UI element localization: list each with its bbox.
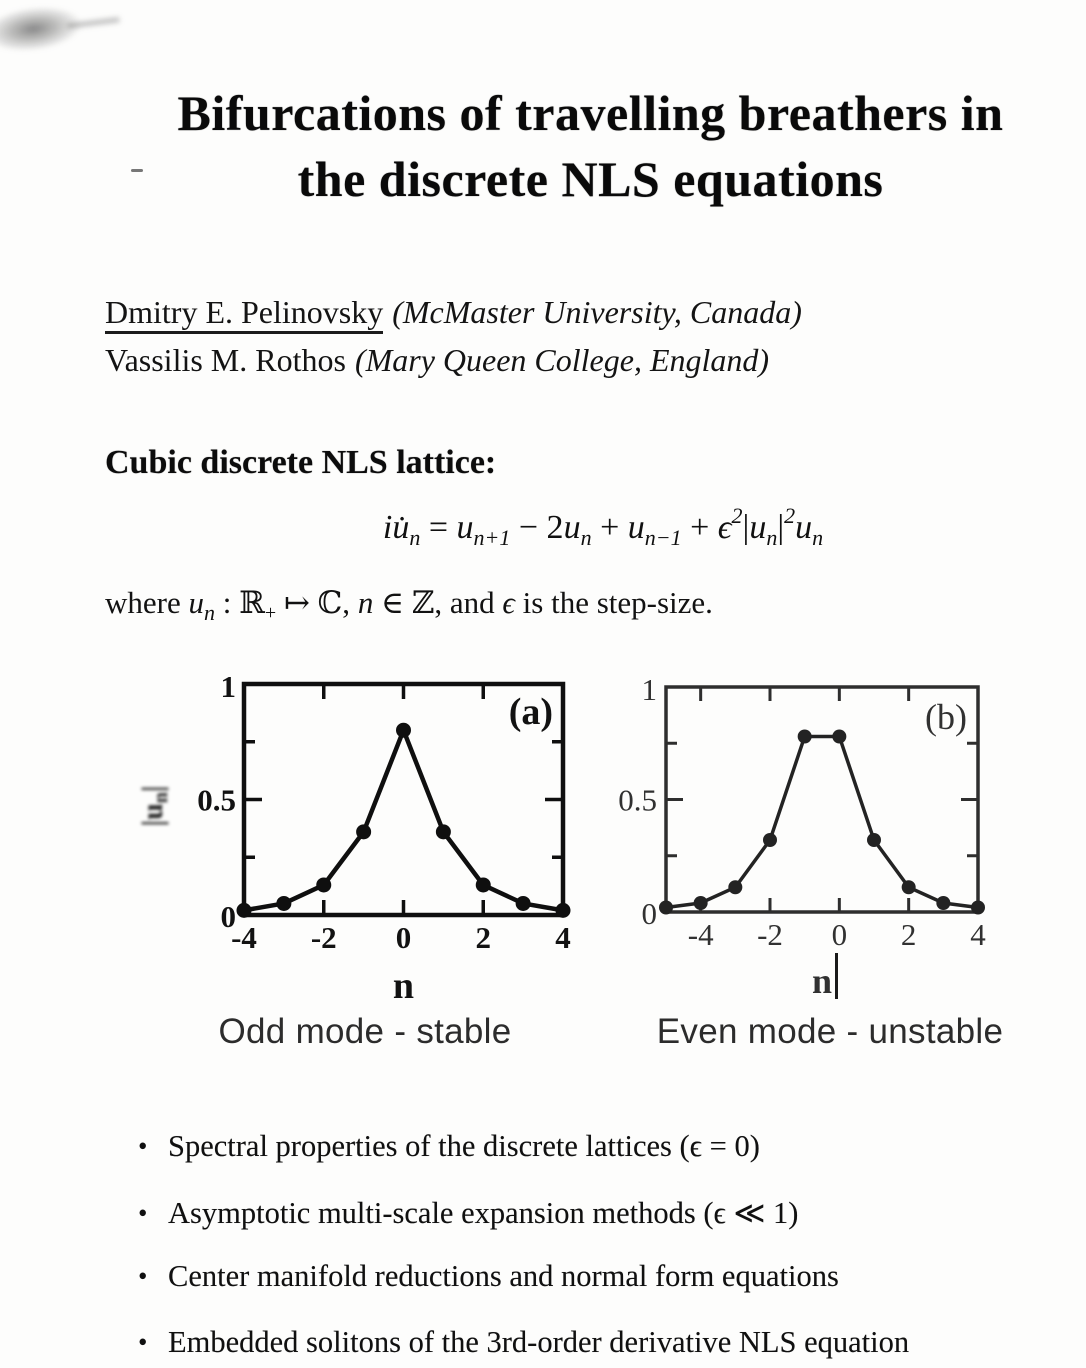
svg-text:0: 0 bbox=[396, 920, 412, 955]
svg-text:1: 1 bbox=[221, 669, 237, 704]
author-name: Dmitry E. Pelinovsky bbox=[105, 294, 384, 334]
bullet-dot: • bbox=[138, 1198, 148, 1228]
x-axis-label: n bbox=[393, 965, 414, 1007]
svg-text:0.5: 0.5 bbox=[197, 783, 236, 818]
bullet-item: • Spectral properties of the discrete la… bbox=[138, 1126, 760, 1166]
bullet-dot: • bbox=[138, 1131, 148, 1161]
svg-text:-4: -4 bbox=[231, 920, 257, 955]
author-affiliation: (Mary Queen College, England) bbox=[354, 342, 770, 378]
authors-block: Dmitry E. Pelinovsky (McMaster University… bbox=[105, 288, 802, 384]
tick-labels: 0 0.5 1 -4 -2 0 2 4 bbox=[197, 669, 571, 955]
svg-text:0: 0 bbox=[642, 896, 658, 931]
caption-odd-mode: Odd mode - stable bbox=[218, 1012, 512, 1051]
svg-text:-2: -2 bbox=[311, 920, 337, 955]
chart-even-mode: 0 0.5 1 -4 -2 0 2 4 (b) n bbox=[618, 672, 986, 1001]
svg-text:1: 1 bbox=[642, 672, 658, 707]
x-axis-label: n bbox=[812, 961, 832, 1001]
title-line-1: Bifurcations of travelling breathers in bbox=[177, 85, 1004, 141]
scan-dash-artifact bbox=[131, 169, 143, 172]
author-row: Dmitry E. Pelinovsky (McMaster University… bbox=[105, 288, 802, 336]
tick-labels: 0 0.5 1 -4 -2 0 2 4 bbox=[618, 672, 986, 952]
text-cursor-artifact bbox=[835, 953, 838, 999]
svg-text:-4: -4 bbox=[688, 917, 714, 952]
bullet-dot: • bbox=[138, 1261, 148, 1291]
scan-smudge-artifact bbox=[0, 0, 108, 65]
panel-label: (a) bbox=[509, 691, 553, 733]
section-heading: Cubic discrete NLS lattice: bbox=[105, 444, 497, 481]
bullet-dot: • bbox=[138, 1327, 148, 1357]
title-line-2: the discrete NLS equations bbox=[297, 151, 884, 207]
panel-label: (b) bbox=[925, 697, 967, 737]
author-row: Vassilis M. Rothos (Mary Queen College, E… bbox=[105, 336, 802, 384]
svg-text:-2: -2 bbox=[757, 917, 783, 952]
data-series bbox=[236, 722, 571, 918]
svg-text:4: 4 bbox=[555, 920, 571, 955]
chart-odd-mode: 0 0.5 1 -4 -2 0 2 4 (a) n bbox=[197, 669, 571, 1007]
domain-statement: where un : ℝ+ ↦ ℂ, n ∈ ℤ, and ϵ is the s… bbox=[105, 585, 713, 625]
bullet-item: • Embedded solitons of the 3rd-order der… bbox=[138, 1322, 909, 1362]
author-affiliation: (McMaster University, Canada) bbox=[392, 294, 802, 330]
nls-equation: iu̇n = un+1 − 2un + un−1 + ϵ2|un|2un bbox=[382, 503, 824, 550]
page-title: Bifurcations of travelling breathers in … bbox=[0, 80, 1086, 212]
svg-text:2: 2 bbox=[901, 917, 917, 952]
y-axis-label: |un| bbox=[136, 785, 172, 827]
svg-text:0.5: 0.5 bbox=[618, 783, 657, 818]
bullet-item: • Asymptotic multi-scale expansion metho… bbox=[138, 1193, 798, 1233]
data-series bbox=[659, 729, 985, 915]
svg-text:4: 4 bbox=[970, 917, 986, 952]
svg-text:2: 2 bbox=[476, 920, 492, 955]
author-name: Vassilis M. Rothos bbox=[105, 342, 346, 378]
plot-frame bbox=[241, 681, 566, 918]
caption-even-mode: Even mode - unstable bbox=[656, 1012, 1004, 1051]
bullet-item: • Center manifold reductions and normal … bbox=[138, 1256, 839, 1296]
svg-text:0: 0 bbox=[221, 899, 237, 934]
plot-frame bbox=[664, 685, 980, 914]
svg-text:0: 0 bbox=[832, 917, 848, 952]
